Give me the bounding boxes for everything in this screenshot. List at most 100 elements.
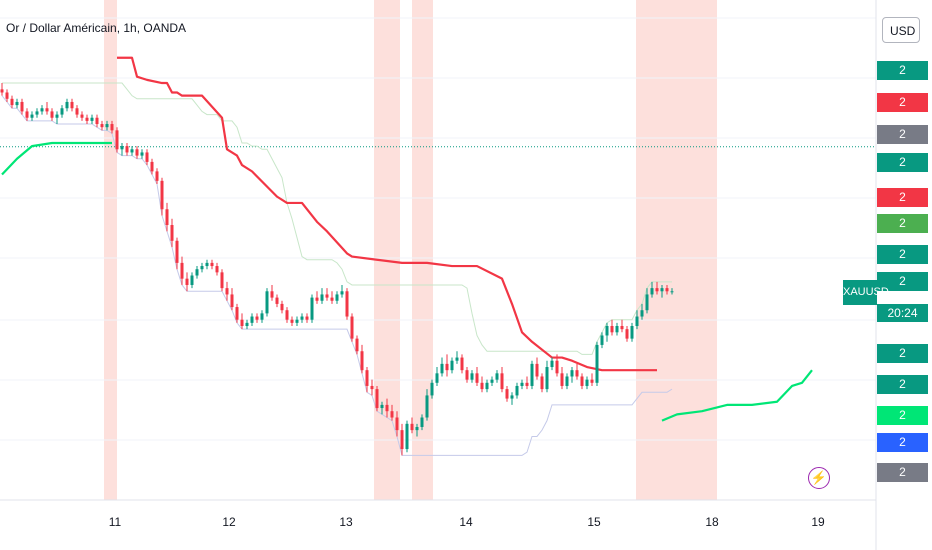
- candle-body: [550, 360, 554, 368]
- candle-body: [495, 373, 499, 380]
- session-shade: [636, 0, 717, 500]
- candle-body: [315, 297, 319, 301]
- candle-body: [520, 382, 524, 386]
- candle-body: [420, 417, 424, 427]
- candle-body: [510, 395, 514, 399]
- candle-body: [45, 108, 49, 112]
- price-badge: 2 614,185: [877, 245, 928, 280]
- candle-body: [5, 92, 9, 99]
- candle-body: [155, 171, 159, 181]
- candle-body: [10, 98, 14, 106]
- candle-body: [435, 373, 439, 383]
- candle-body: [220, 272, 224, 289]
- candle-body: [240, 319, 244, 326]
- candle-body: [625, 329, 629, 339]
- candle-body: [135, 149, 139, 156]
- candle-body: [525, 382, 529, 386]
- price-badge: 2 624,856: [877, 93, 928, 128]
- candle-body: [140, 152, 144, 156]
- candle-body: [305, 316, 309, 320]
- candle-body: [175, 240, 179, 263]
- currency-button[interactable]: USD: [882, 17, 920, 43]
- candle-body: [645, 294, 649, 311]
- candle-body: [665, 288, 669, 292]
- candle-body: [415, 426, 419, 431]
- candle-body: [230, 294, 234, 308]
- x-tick-label: 13: [339, 515, 353, 529]
- candle-body: [250, 316, 254, 323]
- candle-body: [110, 124, 114, 131]
- candle-body: [570, 370, 574, 377]
- candle-body: [565, 376, 569, 386]
- candle-body: [410, 423, 414, 431]
- candle-body: [25, 111, 29, 118]
- price-badge: 2 582,461: [877, 406, 928, 441]
- candle-body: [615, 326, 619, 333]
- candle-body: [215, 266, 219, 273]
- candle-body: [310, 297, 314, 320]
- candle-body: [80, 114, 84, 118]
- bar-countdown: 20:24: [877, 304, 928, 322]
- candle-body: [445, 363, 449, 371]
- candle-body: [595, 344, 599, 383]
- candle-body: [280, 303, 284, 311]
- candle-body: [115, 130, 119, 150]
- candle-body: [55, 114, 59, 118]
- candle-body: [630, 326, 634, 339]
- candle-body: [375, 389, 379, 409]
- x-tick-label: 11: [109, 515, 122, 529]
- candle-body: [475, 373, 479, 383]
- candle-body: [200, 266, 204, 270]
- candle-body: [165, 209, 169, 226]
- price-badge: 2 615,907: [877, 188, 928, 223]
- candle-body: [120, 146, 124, 150]
- x-tick-label: 15: [587, 515, 601, 529]
- candle-body: [20, 101, 24, 112]
- trailing-stop-lines: [1, 56, 813, 422]
- candle-body: [265, 291, 269, 314]
- candle-body: [0, 89, 4, 93]
- candle-body: [30, 114, 34, 118]
- candle-body: [380, 404, 384, 409]
- candle-body: [290, 319, 294, 323]
- candle-body: [530, 363, 534, 386]
- candle-body: [655, 288, 659, 292]
- candle-body: [50, 111, 54, 118]
- candle-body: [330, 297, 334, 301]
- x-tick-label: 19: [811, 515, 825, 529]
- candle-body: [70, 101, 74, 109]
- candle-body: [590, 379, 594, 383]
- session-shades: [104, 0, 717, 500]
- candle-body: [35, 111, 39, 115]
- trail-up-1-line: [1, 141, 112, 176]
- candle-body: [440, 363, 444, 374]
- candle-body: [485, 382, 489, 390]
- channel-band: [1, 82, 673, 456]
- channel-upper-line: [2, 82, 672, 355]
- candle-body: [245, 322, 249, 326]
- candle-body: [100, 124, 104, 128]
- candle-body: [15, 101, 19, 106]
- lightning-icon[interactable]: ⚡: [808, 467, 830, 489]
- candle-body: [130, 149, 134, 153]
- candle-body: [505, 389, 509, 399]
- candle-body: [480, 382, 484, 390]
- price-badge: 2 611,795: [877, 272, 928, 307]
- session-shade: [412, 0, 433, 500]
- candle-body: [650, 288, 654, 295]
- candle-body: [600, 335, 604, 345]
- session-shade: [104, 0, 117, 500]
- candle-body: [670, 291, 674, 293]
- candle-body: [275, 297, 279, 304]
- candle-body: [545, 367, 549, 390]
- candle-body: [360, 351, 364, 371]
- candlesticks: [0, 83, 674, 456]
- candle-body: [340, 291, 344, 295]
- candle-body: [345, 291, 349, 317]
- trail-up-2-line: [661, 369, 813, 422]
- price-badge: 2 624,053: [877, 125, 928, 160]
- candle-body: [355, 338, 359, 352]
- price-badge: 2 578,161: [877, 463, 928, 498]
- candle-body: [325, 294, 329, 298]
